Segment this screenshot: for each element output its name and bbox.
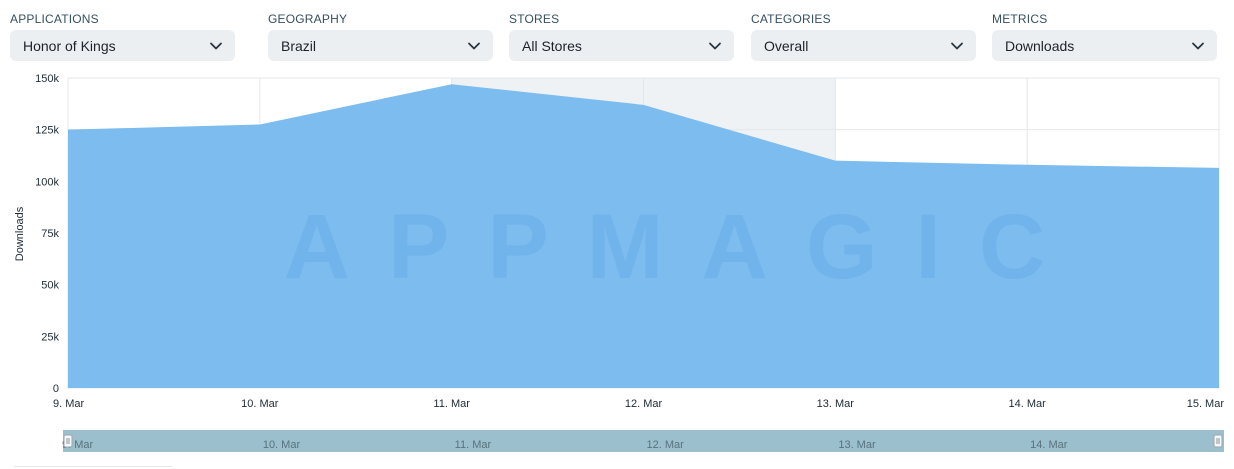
- filter-geography: GEOGRAPHY Brazil: [268, 12, 493, 61]
- chevron-down-icon: [467, 39, 481, 53]
- filter-label-applications: APPLICATIONS: [10, 12, 99, 26]
- categories-select-value: Overall: [764, 37, 809, 54]
- y-axis-title: Downloads: [14, 206, 26, 262]
- divider: [14, 466, 172, 467]
- x-axis-ticks: 9. Mar 10. Mar 11. Mar 12. Mar 13. Mar 14. Ma…: [53, 398, 1224, 410]
- x-tick-label: 11. Mar: [433, 398, 470, 410]
- navigator-tick-label: 12. Mar: [647, 439, 685, 451]
- navigator-tick-label: 11. Mar: [455, 439, 492, 451]
- y-tick-label: 100k: [35, 176, 59, 188]
- x-tick-label: 12. Mar: [625, 398, 663, 410]
- y-axis-ticks: 0 25k 50k 75k 100k 125k 150k: [35, 73, 59, 395]
- navigator-tick-label: 9. Mar: [62, 439, 94, 451]
- filter-bar: APPLICATIONS Honor of Kings GEOGRAPHY Br…: [10, 12, 1220, 62]
- categories-select[interactable]: Overall: [751, 30, 976, 61]
- range-navigator[interactable]: 9. Mar 10. Mar 11. Mar 12. Mar 13. Mar 14. Ma…: [62, 430, 1224, 452]
- x-tick-label: 10. Mar: [241, 398, 279, 410]
- watermark: APPMAGIC: [284, 196, 1084, 298]
- y-tick-label: 25k: [41, 331, 59, 343]
- y-tick-label: 150k: [35, 73, 59, 85]
- y-tick-label: 50k: [41, 280, 59, 292]
- navigator-tick-label: 13. Mar: [838, 439, 876, 451]
- stores-select-value: All Stores: [522, 37, 582, 54]
- chevron-down-icon: [209, 39, 223, 53]
- filter-applications: APPLICATIONS Honor of Kings: [10, 12, 235, 61]
- filter-label-categories: CATEGORIES: [751, 12, 831, 26]
- chevron-down-icon: [1191, 39, 1205, 53]
- metrics-select[interactable]: Downloads: [992, 30, 1217, 61]
- x-tick-label: 13. Mar: [817, 398, 855, 410]
- filter-categories: CATEGORIES Overall: [751, 12, 976, 61]
- navigator-handle: [63, 434, 73, 448]
- navigator-track: [63, 430, 1224, 452]
- filter-label-stores: STORES: [509, 12, 560, 26]
- filter-metrics: METRICS Downloads: [992, 12, 1217, 61]
- navigator-tick-label: 10. Mar: [263, 439, 301, 451]
- y-tick-label: 0: [53, 383, 59, 395]
- chevron-down-icon: [708, 39, 722, 53]
- filter-stores: STORES All Stores: [509, 12, 734, 61]
- navigator-handle: [1213, 434, 1223, 448]
- filter-label-geography: GEOGRAPHY: [268, 12, 348, 26]
- geography-select[interactable]: Brazil: [268, 30, 493, 61]
- applications-select[interactable]: Honor of Kings: [10, 30, 235, 61]
- highlight-band: [451, 78, 836, 388]
- x-tick-label: 15. Mar: [1187, 398, 1225, 410]
- geography-select-value: Brazil: [281, 37, 317, 54]
- metrics-select-value: Downloads: [1005, 37, 1075, 54]
- y-tick-label: 75k: [41, 228, 59, 240]
- downloads-area: [68, 84, 1219, 388]
- x-tick-label: 9. Mar: [53, 398, 85, 410]
- x-tick-label: 14. Mar: [1009, 398, 1047, 410]
- chevron-down-icon: [950, 39, 964, 53]
- navigator-tick-label: 14. Mar: [1030, 439, 1068, 451]
- stores-select[interactable]: All Stores: [509, 30, 734, 61]
- grid-lines: [67, 77, 1220, 389]
- applications-select-value: Honor of Kings: [23, 37, 116, 54]
- filter-label-metrics: METRICS: [992, 12, 1048, 26]
- y-tick-label: 125k: [35, 125, 59, 137]
